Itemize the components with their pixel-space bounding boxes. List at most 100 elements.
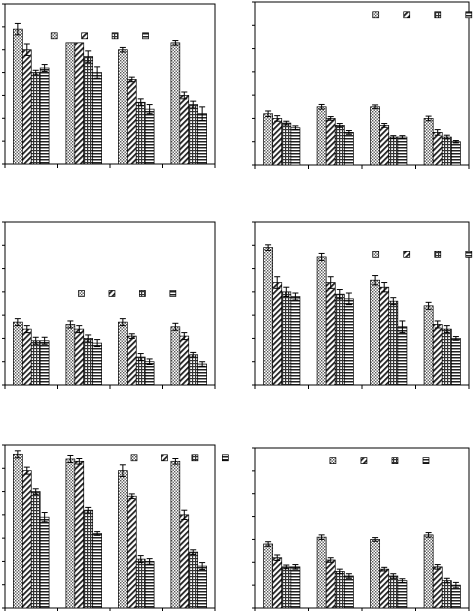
bar: [126, 495, 137, 609]
bar: [263, 113, 274, 166]
legend-swatch: [50, 32, 58, 40]
chart-panel-middle-right: [252, 221, 473, 389]
bar: [316, 256, 327, 386]
bar: [423, 534, 434, 609]
bar: [334, 293, 345, 386]
chart-panel-top-right: [252, 1, 473, 169]
bar: [197, 113, 207, 165]
bar: [92, 72, 102, 165]
bar: [126, 79, 137, 165]
bar: [65, 458, 76, 609]
legend-swatch: [78, 290, 85, 297]
bar: [397, 326, 408, 386]
bar: [179, 514, 190, 609]
bar: [379, 125, 390, 166]
bar: [379, 568, 390, 609]
legend-swatch: [372, 11, 380, 19]
bar: [290, 296, 301, 386]
bar: [325, 118, 336, 166]
bar: [397, 136, 408, 166]
bar: [135, 558, 146, 609]
bar: [39, 516, 50, 609]
bar: [118, 49, 128, 165]
bar: [83, 56, 94, 165]
bar: [144, 561, 155, 609]
bar: [74, 328, 85, 386]
bar: [325, 559, 336, 609]
bar: [441, 580, 452, 609]
legend-swatch: [422, 457, 430, 464]
bar: [325, 282, 336, 386]
bar: [74, 460, 85, 609]
bar: [388, 575, 399, 609]
bar: [170, 326, 181, 386]
bar: [39, 67, 50, 165]
chart-panel-bottom-right: [252, 447, 470, 611]
bar: [118, 321, 128, 386]
bar: [432, 132, 443, 166]
bar: [343, 298, 354, 386]
bar: [272, 118, 283, 166]
legend-swatch: [81, 32, 89, 40]
bar: [281, 122, 292, 166]
bar: [423, 118, 434, 166]
bar: [30, 72, 41, 165]
legend-swatch: [130, 454, 138, 462]
bar: [423, 305, 434, 386]
legend-swatch: [391, 457, 399, 464]
bar: [450, 338, 461, 386]
bar: [450, 584, 461, 609]
bar: [21, 49, 32, 165]
legend-swatch: [169, 290, 177, 297]
bar: [13, 321, 23, 386]
legend-swatch: [403, 11, 411, 19]
bar: [450, 141, 461, 166]
bar: [263, 247, 274, 386]
chart-panel-middle-left: [2, 221, 216, 389]
legend-swatch: [161, 454, 168, 462]
bar: [432, 324, 443, 386]
bar: [379, 286, 390, 386]
bar: [30, 340, 41, 386]
bar: [179, 95, 190, 165]
bar: [281, 291, 292, 386]
bar: [343, 132, 354, 166]
bar: [388, 300, 399, 386]
bar: [13, 28, 23, 165]
bar: [13, 453, 23, 609]
bar: [343, 575, 354, 609]
bar: [272, 557, 283, 609]
bar: [188, 354, 199, 386]
bar: [432, 566, 443, 609]
bar: [21, 470, 32, 609]
legend-swatch: [434, 250, 442, 258]
bar: [290, 566, 301, 609]
bar: [74, 42, 85, 165]
bar: [135, 101, 146, 165]
bar: [281, 566, 292, 609]
bar: [370, 539, 381, 609]
bar: [30, 491, 41, 609]
legend-swatch: [360, 457, 368, 464]
legend-swatch: [191, 454, 199, 462]
bar: [370, 279, 381, 386]
legend-swatch: [142, 32, 149, 40]
bar: [188, 551, 199, 609]
bar: [126, 335, 137, 386]
bar: [83, 509, 94, 609]
bar: [197, 565, 207, 609]
bar: [118, 470, 128, 609]
chart-panel-top-left: [2, 3, 216, 168]
bar: [441, 136, 452, 166]
legend-swatch: [465, 11, 473, 19]
legend-swatch: [372, 250, 380, 258]
bar: [170, 460, 181, 609]
bar: [188, 104, 199, 165]
bar: [170, 42, 181, 165]
bar: [388, 136, 399, 166]
bar: [92, 533, 102, 609]
bar: [197, 363, 207, 386]
bar: [316, 536, 327, 609]
bar: [334, 571, 345, 609]
